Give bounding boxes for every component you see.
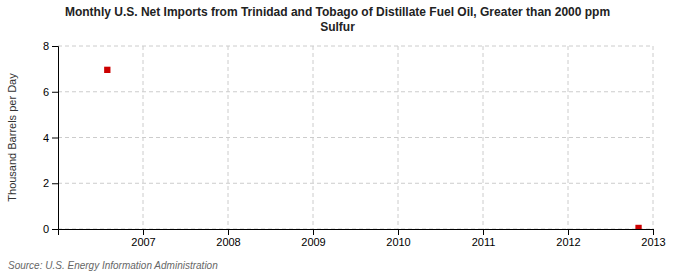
y-axis-tick: 6 xyxy=(43,86,58,98)
y-axis-label: Thousand Barrels per Day xyxy=(6,73,18,202)
grid-line xyxy=(58,137,653,138)
y-axis-tick: 2 xyxy=(43,177,58,189)
x-axis-tick: 2009 xyxy=(301,229,325,248)
tick-mark xyxy=(398,229,399,235)
tick-label: 2009 xyxy=(301,236,325,248)
tick-label: 6 xyxy=(43,86,49,98)
x-axis-tick: 2010 xyxy=(386,229,410,248)
tick-mark xyxy=(52,229,58,230)
tick-mark xyxy=(313,229,314,235)
x-axis: 2007 2008 2009 2010 2011 2012 2013 xyxy=(59,229,666,248)
x-axis-tick: 2012 xyxy=(556,229,580,248)
x-axis-tick: 2007 xyxy=(131,229,155,248)
y-axis-tick: 4 xyxy=(43,132,58,144)
y-axis-tick: 0 xyxy=(43,223,58,235)
tick-mark xyxy=(143,229,144,235)
point xyxy=(104,67,110,73)
tick-label: 2 xyxy=(43,177,49,189)
tick-mark xyxy=(653,229,654,235)
grid-line xyxy=(568,46,569,229)
tick-label: 2007 xyxy=(131,236,155,248)
x-axis-tick: 2011 xyxy=(472,229,496,248)
x-axis-tick: 2008 xyxy=(216,229,240,248)
tick-mark xyxy=(52,138,58,139)
tick-mark xyxy=(52,46,58,47)
grid-line xyxy=(483,46,484,229)
tick-mark xyxy=(52,92,58,93)
tick-label: 2010 xyxy=(386,236,410,248)
tick-label: 2012 xyxy=(556,236,580,248)
x-axis-tick: 2013 xyxy=(641,229,665,248)
points xyxy=(104,67,642,229)
y-axis-line xyxy=(52,47,59,230)
tick-label: 2011 xyxy=(472,236,496,248)
tick-mark xyxy=(483,229,484,235)
grid-line xyxy=(58,183,653,184)
chart: Monthly U.S. Net Imports from Trinidad a… xyxy=(0,0,675,275)
y-axis: 0 2 4 6 8 xyxy=(43,40,59,235)
tick-mark xyxy=(52,183,58,184)
title-line: Monthly U.S. Net Imports from Trinidad a… xyxy=(65,5,610,19)
title: Monthly U.S. Net Imports from Trinidad a… xyxy=(65,5,610,34)
tick-mark xyxy=(568,229,569,235)
grid-line xyxy=(58,91,653,92)
tick-label: 2013 xyxy=(641,236,665,248)
tick-label: 2008 xyxy=(216,236,240,248)
x-axis-line xyxy=(59,230,654,236)
tick-mark xyxy=(228,229,229,235)
tick-label: 8 xyxy=(43,40,49,52)
plot: 2007 2008 2009 2010 2011 2012 2013 0 2 4 6 8 xyxy=(43,40,666,248)
grid-line xyxy=(58,46,653,47)
y-axis-tick: 8 xyxy=(43,40,58,52)
point xyxy=(635,225,641,229)
tick-label: 4 xyxy=(43,132,49,144)
annotation: Source: U.S. Energy Information Administ… xyxy=(8,260,218,271)
tick-label: 0 xyxy=(43,223,49,235)
title-line: Sulfur xyxy=(320,20,355,34)
grid xyxy=(58,46,653,229)
